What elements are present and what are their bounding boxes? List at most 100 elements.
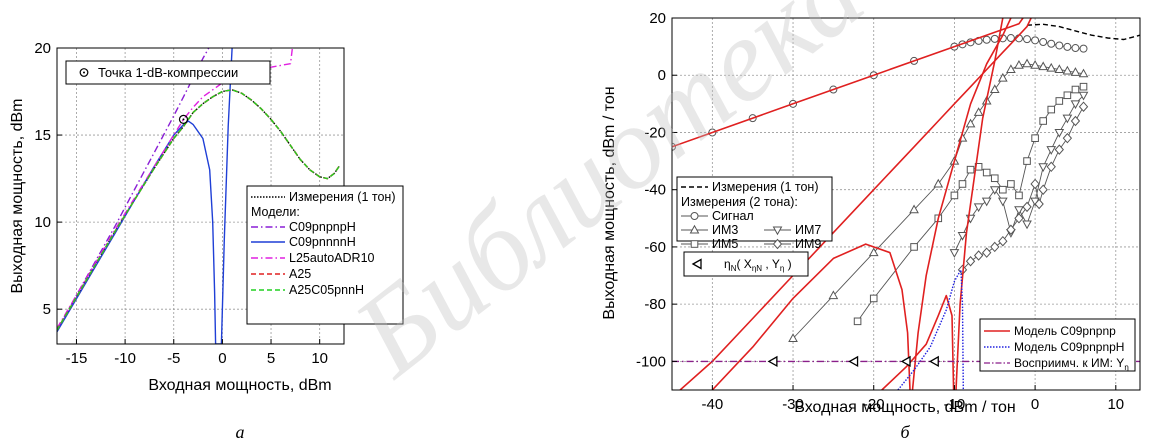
chart-a-xtick-label: -15	[66, 350, 88, 367]
chart-b-point	[997, 72, 1008, 82]
chart-b-point	[1014, 213, 1024, 224]
chart-b-measure-legend: Измерения (1 тон) Измерения (2 тона): Си…	[676, 176, 833, 251]
legend-b-im5: ИМ5	[712, 237, 738, 251]
compression-marker-icon	[79, 68, 89, 77]
chart-b-point	[958, 180, 967, 188]
chart-b-point	[1063, 91, 1072, 100]
chart-b-panel-label: б	[900, 422, 910, 442]
chart-b-point	[1031, 134, 1039, 142]
intercept-marker-icon	[691, 258, 702, 270]
chart-b-point	[1071, 44, 1080, 53]
chart-b-xtick-label: -20	[863, 396, 885, 413]
chart-b-xtick-label: -10	[944, 396, 966, 413]
chart-b-point	[1007, 180, 1015, 188]
legend-b-marker	[689, 224, 700, 234]
legend-b-2tone: Измерения (2 тона):	[681, 195, 798, 209]
chart-b-point	[1055, 41, 1064, 50]
chart-b-point	[981, 197, 992, 207]
chart-a-ylabel: Выходная мощность, dBm	[9, 99, 26, 294]
chart-b-point	[990, 174, 999, 183]
chart-b-point	[1034, 198, 1044, 210]
chart-b-point	[1030, 178, 1040, 190]
chart-b-model-legend: Модель C09pnpnp Модель C09pnpnpH Восприи…	[979, 318, 1136, 372]
chart-b-point	[1006, 64, 1016, 74]
chart-b-point	[1047, 105, 1056, 114]
chart-a-ytick-label: 10	[34, 214, 51, 231]
compression-point-marker	[178, 114, 189, 124]
chart-b-ytick-label: -80	[644, 296, 666, 313]
chart-b-series-line-6	[672, 18, 1024, 148]
chart-a-xtick-label: -5	[167, 350, 180, 367]
chart-b-point	[997, 197, 1008, 207]
chart-b-ytick-label: -60	[644, 239, 666, 256]
legend-a-entry: A25	[289, 267, 311, 281]
chart-b-series-line-2	[792, 63, 1084, 339]
chart-b-xtick-label: 0	[1031, 396, 1039, 413]
chart-a-compression-point	[178, 114, 189, 124]
chart-b-point	[1054, 64, 1065, 74]
chart-b-ytick-label: 20	[649, 10, 666, 27]
chart-b-point	[973, 107, 984, 116]
chart-b-point	[965, 255, 976, 267]
chart-b-point	[1078, 68, 1089, 78]
chart-b-point	[909, 204, 919, 214]
chart-b-point	[1014, 206, 1024, 215]
chart-b-point	[828, 290, 839, 300]
legend-b-marker	[690, 212, 699, 220]
chart-a-panel-label: а	[236, 422, 245, 442]
chart-b-series-line-11	[955, 18, 1004, 390]
legend-b-im3: ИМ3	[712, 223, 738, 237]
chart-b-point	[868, 247, 879, 257]
chart-b-point	[999, 185, 1007, 194]
chart-b-point	[869, 294, 878, 303]
chart-b-intercept-markers	[767, 355, 939, 367]
chart-b-point	[853, 317, 862, 326]
chart-b-point	[1070, 115, 1081, 127]
chart-b-point	[1015, 191, 1023, 200]
chart-b-point	[1022, 201, 1032, 213]
legend-a-entry: C09pnpnpH	[289, 220, 356, 234]
chart-a-series-line-2	[57, 48, 233, 344]
chart-a-series-line-5	[57, 89, 340, 331]
chart-b-xlabel: Входная мощность, dBm / тон	[794, 399, 1016, 416]
chart-b-point	[1038, 184, 1048, 195]
chart-b-point	[910, 243, 918, 251]
chart-b-ytick-label: 0	[658, 67, 666, 84]
chart-b-point	[1038, 61, 1049, 71]
chart-b-point	[1062, 114, 1073, 124]
chart-b-marker-legend: ηN( XηN , Yη )	[683, 251, 809, 277]
chart-a-ytick-label: 5	[43, 301, 51, 318]
intercept-marker	[848, 355, 859, 367]
chart-b-point	[982, 35, 991, 44]
chart-b-point	[1062, 65, 1073, 75]
marker-legend-text: ηN( XηN , Yη )	[724, 257, 792, 273]
chart-b-point	[1022, 220, 1032, 230]
chart-b-point	[989, 84, 1000, 94]
legend-b-susceptibility: Восприимч. к ИМ: Yη	[1014, 356, 1129, 372]
chart-b-point	[1078, 91, 1089, 101]
compression-legend-label: Точка 1-dB-компрессии	[98, 65, 238, 80]
chart-b-point	[1023, 157, 1031, 165]
chart-b-ytick-label: -20	[644, 124, 666, 141]
intercept-marker	[767, 355, 778, 367]
chart-b-point	[1062, 132, 1073, 144]
compression-point-dot	[182, 118, 185, 121]
chart-a-xtick-label: 10	[311, 350, 328, 367]
legend-b-marker	[772, 226, 783, 236]
chart-b-point	[1070, 100, 1081, 110]
intercept-marker	[928, 355, 939, 367]
chart-b-ytick-label: -40	[644, 182, 666, 199]
chart-b-point	[1006, 34, 1015, 43]
chart-b-point	[1047, 39, 1056, 48]
chart-b-point	[957, 231, 968, 241]
chart-b-xtick-label: -30	[782, 396, 804, 413]
chart-b-point	[1063, 42, 1072, 51]
chart-b-point	[933, 178, 944, 188]
chart-b-point	[1046, 161, 1056, 173]
chart-b-point	[982, 168, 991, 177]
chart-a-xlabel: Входная мощность, dBm	[148, 377, 331, 394]
chart-b-point	[1039, 38, 1048, 47]
